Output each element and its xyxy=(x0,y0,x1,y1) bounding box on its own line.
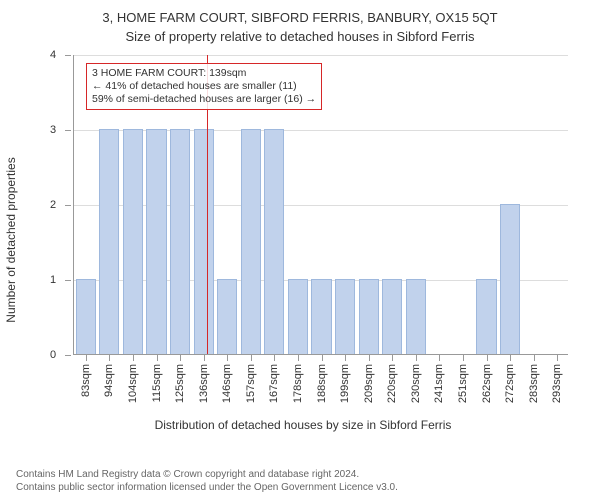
y-tick xyxy=(65,355,71,356)
y-tick-label: 4 xyxy=(50,49,56,61)
y-tick-label: 3 xyxy=(50,124,56,136)
x-tick xyxy=(109,355,110,361)
bar xyxy=(194,129,214,354)
x-tick xyxy=(534,355,535,361)
x-tick xyxy=(487,355,488,361)
page-root: 3, HOME FARM COURT, SIBFORD FERRIS, BANB… xyxy=(0,0,600,500)
x-tick-label: 157sqm xyxy=(245,364,257,403)
x-tick-label: 272sqm xyxy=(504,364,516,403)
annotation-line-1: 3 HOME FARM COURT: 139sqm xyxy=(92,67,316,80)
x-tick xyxy=(86,355,87,361)
y-tick xyxy=(65,205,71,206)
x-tick xyxy=(274,355,275,361)
x-axis-label: Distribution of detached houses by size … xyxy=(155,418,452,432)
x-tick xyxy=(463,355,464,361)
x-tick xyxy=(133,355,134,361)
x-tick xyxy=(392,355,393,361)
bar xyxy=(406,279,426,354)
x-tick xyxy=(298,355,299,361)
x-tick-label: 209sqm xyxy=(363,364,375,403)
bar xyxy=(170,129,190,354)
x-tick-label: 94sqm xyxy=(103,364,115,397)
x-tick xyxy=(322,355,323,361)
footer-text: Contains HM Land Registry data © Crown c… xyxy=(16,468,398,494)
bar xyxy=(99,129,119,354)
bar xyxy=(217,279,237,354)
x-tick-label: 83sqm xyxy=(80,364,92,397)
x-tick xyxy=(204,355,205,361)
y-axis-label: Number of detached properties xyxy=(4,157,18,322)
y-tick-label: 2 xyxy=(50,199,56,211)
x-tick xyxy=(345,355,346,361)
y-tick xyxy=(65,55,71,56)
bar xyxy=(476,279,496,354)
bar xyxy=(288,279,308,354)
x-tick-label: 283sqm xyxy=(528,364,540,403)
x-tick xyxy=(416,355,417,361)
bar xyxy=(335,279,355,354)
bar xyxy=(382,279,402,354)
x-tick-label: 241sqm xyxy=(433,364,445,403)
x-tick-label: 262sqm xyxy=(481,364,493,403)
bar xyxy=(311,279,331,354)
page-title: 3, HOME FARM COURT, SIBFORD FERRIS, BANB… xyxy=(0,0,600,25)
gridline xyxy=(74,55,568,56)
x-tick-label: 293sqm xyxy=(551,364,563,403)
bar xyxy=(359,279,379,354)
x-tick-label: 167sqm xyxy=(268,364,280,403)
page-subtitle: Size of property relative to detached ho… xyxy=(0,25,600,44)
footer-line-1: Contains HM Land Registry data © Crown c… xyxy=(16,468,398,481)
y-tick xyxy=(65,280,71,281)
annotation-line-2: ← 41% of detached houses are smaller (11… xyxy=(92,80,316,93)
bar xyxy=(500,204,520,354)
bar xyxy=(76,279,96,354)
x-tick xyxy=(227,355,228,361)
bar xyxy=(123,129,143,354)
bar xyxy=(264,129,284,354)
x-tick-label: 146sqm xyxy=(221,364,233,403)
x-tick-label: 104sqm xyxy=(127,364,139,403)
x-tick xyxy=(439,355,440,361)
x-tick xyxy=(369,355,370,361)
x-tick-label: 251sqm xyxy=(457,364,469,403)
x-tick xyxy=(510,355,511,361)
x-tick-label: 115sqm xyxy=(151,364,163,402)
x-tick-label: 220sqm xyxy=(386,364,398,403)
annotation-line-3: 59% of semi-detached houses are larger (… xyxy=(92,93,316,106)
x-tick xyxy=(180,355,181,361)
plot-area: 0123483sqm94sqm104sqm115sqm125sqm136sqm1… xyxy=(73,55,568,355)
x-tick-label: 199sqm xyxy=(339,364,351,403)
x-tick xyxy=(557,355,558,361)
x-tick-label: 136sqm xyxy=(198,364,210,403)
x-tick-label: 125sqm xyxy=(174,364,186,403)
bar xyxy=(146,129,166,354)
x-tick-label: 178sqm xyxy=(292,364,304,403)
annotation-box: 3 HOME FARM COURT: 139sqm ← 41% of detac… xyxy=(86,63,322,110)
bar xyxy=(241,129,261,354)
y-tick-label: 0 xyxy=(50,349,56,361)
x-tick xyxy=(251,355,252,361)
y-tick xyxy=(65,130,71,131)
x-tick-label: 230sqm xyxy=(410,364,422,403)
chart-container: Number of detached properties 0123483sqm… xyxy=(23,50,583,430)
x-tick xyxy=(157,355,158,361)
x-tick-label: 188sqm xyxy=(316,364,328,403)
y-tick-label: 1 xyxy=(50,274,56,286)
footer-line-2: Contains public sector information licen… xyxy=(16,481,398,494)
